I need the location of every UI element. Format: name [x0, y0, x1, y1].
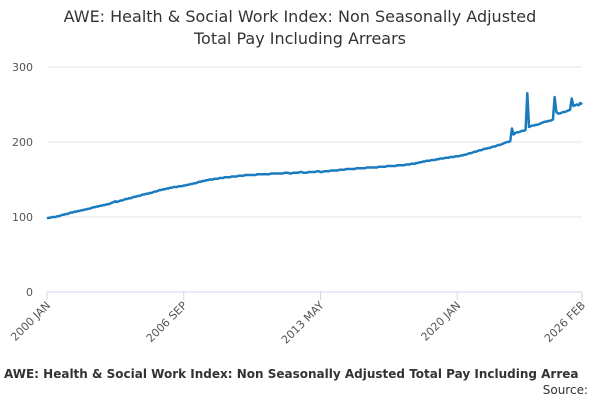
x-tick-label: 2020 JAN	[419, 299, 464, 344]
y-tick-label: 300	[12, 61, 33, 74]
series-line	[46, 92, 583, 220]
y-tick-label: 100	[12, 211, 33, 224]
caption: AWE: Health & Social Work Index: Non Sea…	[4, 367, 579, 381]
source: Source:	[543, 383, 588, 397]
y-tick-label: 0	[26, 286, 33, 299]
x-tick-label: 2000 JAN	[8, 299, 53, 344]
y-tick-label: 200	[12, 136, 33, 149]
x-tick-label: 2013 MAY	[279, 299, 327, 347]
chart-title: Total Pay Including Arrears	[193, 29, 406, 48]
chart-title: AWE: Health & Social Work Index: Non Sea…	[64, 7, 537, 26]
x-tick-label: 2006 SEP	[144, 299, 190, 345]
x-tick-label: 2026 FEB	[542, 299, 588, 345]
